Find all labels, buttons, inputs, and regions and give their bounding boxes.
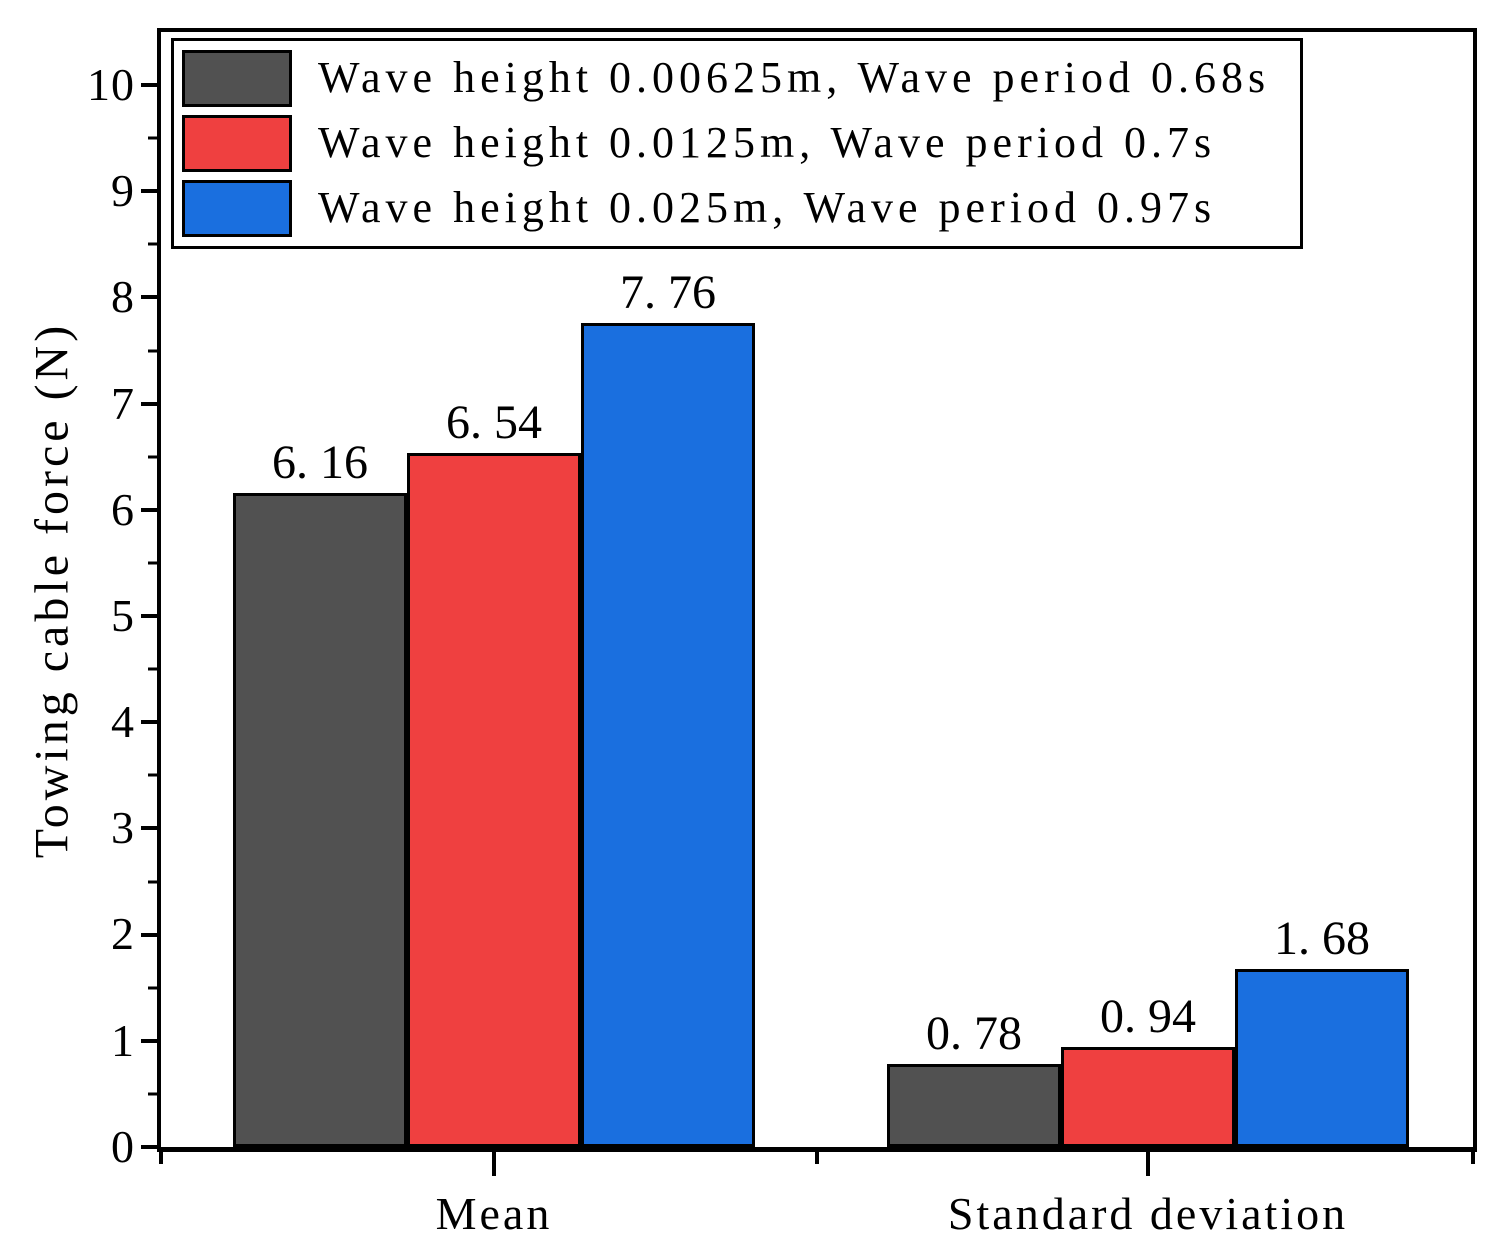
x-axis-minor-tick xyxy=(815,1152,819,1164)
bar-value-label: 7. 76 xyxy=(619,265,716,319)
y-axis-major-tick xyxy=(141,1145,157,1149)
y-axis-tick-label: 4 xyxy=(111,696,135,748)
x-axis-major-tick xyxy=(1146,1152,1151,1176)
legend: Wave height 0.00625m, Wave period 0.68s W… xyxy=(171,38,1304,249)
x-axis-category-label: Mean xyxy=(435,1188,553,1239)
bar-value-label: 6. 54 xyxy=(445,395,542,449)
y-axis-tick-label: 9 xyxy=(111,165,135,217)
legend-row: Wave height 0.0125m, Wave period 0.7s xyxy=(182,115,1270,172)
bar: 6. 16 xyxy=(233,438,407,1147)
bar: 1. 68 xyxy=(1235,914,1409,1147)
bar: 7. 76 xyxy=(580,268,755,1147)
y-axis-minor-tick xyxy=(148,773,157,777)
y-axis-minor-tick xyxy=(148,242,157,246)
legend-color-swatch xyxy=(182,50,292,107)
legend-color-swatch xyxy=(182,115,292,172)
y-axis-minor-tick xyxy=(148,349,157,353)
y-axis-major-tick xyxy=(141,189,157,194)
y-axis-tick-label: 6 xyxy=(111,483,135,535)
bar-value-label: 1. 68 xyxy=(1273,911,1370,965)
x-axis-minor-tick xyxy=(159,1152,163,1164)
y-axis-tick-label: 8 xyxy=(111,271,135,323)
y-axis-major-tick xyxy=(141,614,157,619)
x-axis-category-label: Standard deviation xyxy=(947,1188,1349,1239)
bar: 0. 78 xyxy=(887,1010,1062,1147)
legend-color-swatch xyxy=(182,180,292,237)
y-axis-major-tick xyxy=(141,507,157,512)
y-axis-title: Towing cable force (N) xyxy=(25,321,79,859)
legend-row: Wave height 0.00625m, Wave period 0.68s xyxy=(182,50,1270,107)
y-axis-tick-label: 10 xyxy=(87,59,135,111)
x-axis-minor-tick xyxy=(1471,1152,1475,1164)
y-axis-tick-label: 7 xyxy=(111,377,135,429)
y-axis-major-tick xyxy=(141,401,157,406)
bar-value-label: 0. 94 xyxy=(1100,990,1197,1044)
x-axis-major-tick xyxy=(491,1152,496,1176)
bar-value-label: 6. 16 xyxy=(272,435,368,489)
y-axis-tick-label: 0 xyxy=(111,1120,135,1172)
y-axis-major-tick xyxy=(141,83,157,88)
bar: 0. 94 xyxy=(1061,993,1235,1147)
y-axis-tick-label: 2 xyxy=(111,908,135,960)
y-axis-minor-tick xyxy=(148,136,157,140)
bar-value-label: 0. 78 xyxy=(926,1007,1023,1061)
legend-entry-label: Wave height 0.00625m, Wave period 0.68s xyxy=(318,53,1271,103)
y-axis-minor-tick xyxy=(148,561,157,565)
y-axis-minor-tick xyxy=(148,880,157,884)
y-axis-major-tick xyxy=(141,1038,157,1043)
y-axis-minor-tick xyxy=(148,667,157,671)
y-axis-major-tick xyxy=(141,720,157,725)
legend-row: Wave height 0.025m, Wave period 0.97s xyxy=(182,180,1270,237)
y-axis-major-tick xyxy=(141,932,157,937)
y-axis-major-tick xyxy=(141,295,157,300)
y-axis-tick-label: 3 xyxy=(111,802,135,854)
legend-entry-label: Wave height 0.025m, Wave period 0.97s xyxy=(318,183,1217,233)
y-axis-minor-tick xyxy=(148,455,157,459)
y-axis-minor-tick xyxy=(148,986,157,990)
legend-entry-label: Wave height 0.0125m, Wave period 0.7s xyxy=(318,118,1217,168)
y-axis-major-tick xyxy=(141,826,157,831)
bar: 6. 54 xyxy=(407,398,581,1147)
y-axis-tick-label: 1 xyxy=(111,1014,135,1066)
y-axis-minor-tick xyxy=(148,1092,157,1096)
y-axis-tick-label: 5 xyxy=(111,589,135,641)
